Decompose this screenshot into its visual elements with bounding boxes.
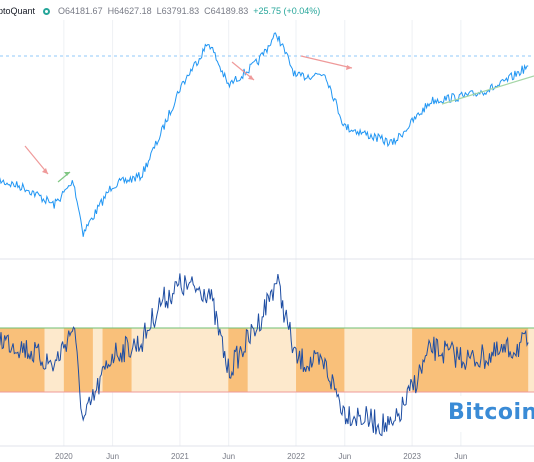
chart-header: ptoQuant O64181.67 H64627.18 L63791.83 C… xyxy=(0,2,320,20)
arrow-down-3-head xyxy=(346,65,352,70)
x-tick-label-3: Jun xyxy=(222,452,235,461)
highlight-band-2 xyxy=(102,328,132,392)
arrow-down-1-head xyxy=(42,168,48,174)
price-series-line xyxy=(0,32,529,237)
x-tick-label-6: 2023 xyxy=(403,452,421,461)
watermark-label: Bitcoin xyxy=(442,396,534,432)
ohlc-low: L63791.83 xyxy=(156,6,200,16)
arrow-up-1-head xyxy=(64,172,70,176)
source-label: ptoQuant xyxy=(0,6,36,16)
highlight-band-1 xyxy=(63,328,93,392)
ohlc-change: +25.75 (+0.04%) xyxy=(253,6,321,16)
ohlc-high: H64627.18 xyxy=(107,6,152,16)
highlight-band-5 xyxy=(412,328,529,392)
x-tick-label-7: Jun xyxy=(454,452,467,461)
arrow-down-1 xyxy=(24,145,49,175)
highlight-band-0 xyxy=(0,328,45,392)
arrow-down-3 xyxy=(300,55,353,69)
x-tick-label-1: Jun xyxy=(106,452,119,461)
ohlc-close: C64189.83 xyxy=(204,6,249,16)
highlight-band-4 xyxy=(296,328,345,392)
status-dot-icon xyxy=(43,7,51,15)
ohlc-open: O64181.67 xyxy=(58,6,103,16)
x-axis-ticks: 2020 Jun 2021 Jun 2022 Jun 2023 Jun xyxy=(55,452,467,461)
x-tick-label-0: 2020 xyxy=(55,452,73,461)
x-tick-label-5: Jun xyxy=(338,452,351,461)
arrow-down-2-head xyxy=(248,75,254,80)
oscillator-series-line xyxy=(0,273,529,437)
trend-arrows xyxy=(24,55,534,183)
arrow-up-2 xyxy=(441,75,534,105)
x-tick-label-4: 2022 xyxy=(287,452,305,461)
x-tick-label-2: 2021 xyxy=(171,452,189,461)
